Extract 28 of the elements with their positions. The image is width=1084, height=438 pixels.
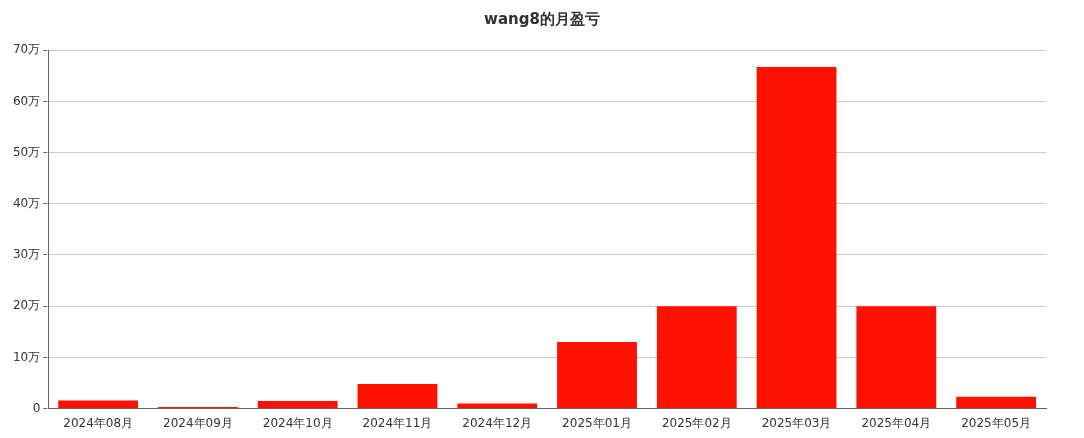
x-tick-label: 2024年11月 (362, 415, 433, 430)
y-tick-label: 50万 (12, 144, 41, 159)
x-tick-label: 2025年01月 (562, 415, 632, 430)
bar (257, 400, 338, 409)
x-tick-label: 2025年03月 (761, 415, 832, 430)
chart-title: wang8的月盈亏 (483, 9, 601, 30)
bar (58, 400, 139, 409)
bar (457, 403, 538, 409)
y-tick-label: 10万 (12, 349, 41, 364)
x-tick-label: 2024年08月 (63, 415, 134, 430)
y-tick-label: 60万 (12, 93, 41, 108)
y-tick-label: 0 (32, 400, 41, 415)
y-tick-label: 40万 (12, 195, 41, 210)
bar (656, 306, 737, 409)
x-tick-label: 2024年10月 (262, 415, 333, 430)
bar (756, 67, 837, 409)
x-tick-label: 2024年12月 (462, 415, 533, 430)
bar (956, 396, 1037, 409)
bar (856, 306, 937, 409)
x-tick-label: 2025年02月 (661, 415, 732, 430)
y-tick-label: 20万 (12, 298, 41, 313)
y-tick-label: 30万 (12, 247, 41, 262)
x-tick-label: 2025年05月 (961, 415, 1032, 430)
bar (557, 342, 637, 409)
x-tick-label: 2024年09月 (163, 415, 233, 430)
y-tick-label: 70万 (12, 42, 41, 57)
bar (357, 384, 438, 409)
x-tick-label: 2025年04月 (861, 415, 932, 430)
